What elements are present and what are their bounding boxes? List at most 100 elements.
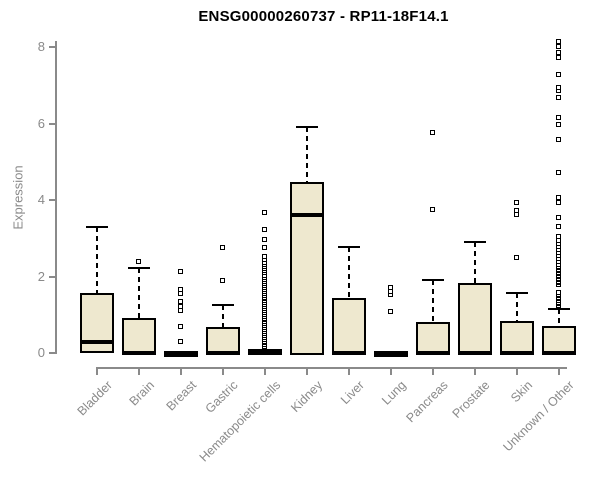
x-tick: [306, 369, 308, 375]
outlier-point: [556, 44, 561, 49]
y-tick: [49, 352, 55, 354]
x-tick: [180, 369, 182, 375]
whisker: [474, 241, 476, 285]
y-tick-label: 4: [37, 192, 45, 207]
x-tick: [138, 369, 140, 375]
y-tick: [49, 199, 55, 201]
outlier-point: [262, 253, 267, 259]
x-tick-label: Skin: [507, 378, 535, 406]
whisker-cap: [464, 240, 486, 243]
x-tick-label: Brain: [126, 378, 157, 409]
x-tick: [432, 369, 434, 375]
outlier-point: [220, 278, 225, 284]
x-tick: [264, 369, 266, 375]
outlier-point: [178, 338, 183, 344]
outlier-point: [430, 206, 435, 212]
outlier-point: [178, 304, 183, 310]
whisker: [432, 279, 434, 324]
median-line: [80, 339, 114, 344]
whisker-cap: [128, 267, 150, 270]
x-tick-label: Gastric: [203, 378, 241, 416]
outlier-point: [388, 308, 393, 314]
box: [332, 298, 366, 355]
outlier-point: [556, 136, 561, 142]
outlier-point: [220, 245, 225, 251]
median-line: [416, 351, 450, 355]
x-tick: [558, 369, 560, 375]
y-tick-label: 0: [37, 345, 45, 360]
y-axis-line: [55, 41, 57, 354]
whisker-cap: [422, 278, 444, 281]
outlier-point: [262, 236, 267, 242]
y-tick-label: 2: [37, 268, 45, 284]
box: [122, 317, 156, 355]
y-tick-label: 8: [37, 39, 45, 54]
outlier-point: [556, 223, 561, 229]
outlier-point: [556, 200, 561, 206]
y-tick: [49, 122, 55, 125]
outlier-point: [178, 286, 183, 292]
median-line: [332, 351, 366, 355]
outlier-point: [556, 84, 561, 90]
whisker: [516, 293, 518, 323]
x-tick: [474, 369, 476, 375]
outlier-point: [556, 94, 561, 100]
x-tick-label: Breast: [163, 378, 199, 414]
median-line: [542, 351, 576, 355]
outlier-point: [556, 234, 561, 240]
median-line: [458, 351, 492, 355]
x-tick-label: Prostate: [450, 378, 493, 421]
x-tick-label: Kidney: [287, 378, 325, 415]
median-line: [206, 351, 240, 355]
x-tick: [348, 369, 350, 375]
outlier-point: [556, 195, 561, 201]
whisker-cap: [296, 126, 318, 129]
outlier-point: [178, 323, 183, 329]
outlier-point: [556, 170, 561, 176]
outlier-point: [556, 55, 561, 61]
whisker: [222, 305, 224, 329]
outlier-point: [556, 39, 561, 45]
median-line: [374, 351, 408, 355]
outlier-point: [262, 245, 267, 251]
median-line: [122, 351, 156, 355]
outlier-point: [430, 130, 435, 136]
outlier-point: [514, 200, 519, 206]
box: [458, 283, 492, 355]
outlier-point: [556, 71, 561, 77]
outlier-point: [388, 285, 393, 291]
y-tick: [49, 275, 55, 278]
whisker: [96, 226, 98, 294]
whisker: [348, 246, 350, 300]
box: [500, 321, 534, 355]
x-tick-label: Hematopoietic cells: [196, 378, 283, 465]
x-tick-label: Pancreas: [403, 378, 451, 426]
whisker: [138, 268, 140, 319]
outlier-point: [556, 49, 561, 55]
whisker-cap: [506, 292, 528, 295]
outlier-point: [262, 226, 267, 232]
median-line: [290, 213, 324, 218]
box: [290, 181, 324, 355]
outlier-point: [556, 215, 561, 221]
median-line: [248, 351, 282, 355]
y-tick: [49, 46, 55, 48]
whisker-cap: [86, 225, 108, 228]
outlier-point: [514, 207, 519, 213]
outlier-point: [556, 115, 561, 121]
whisker: [558, 309, 560, 327]
x-tick-label: Lung: [379, 378, 409, 408]
x-tick: [390, 369, 392, 375]
x-tick-label: Liver: [337, 378, 367, 408]
whisker-cap: [338, 245, 360, 248]
outlier-point: [556, 290, 561, 296]
x-tick: [516, 369, 518, 375]
x-axis-line: [96, 367, 567, 369]
median-line: [500, 351, 534, 355]
x-tick-label: Bladder: [74, 378, 115, 419]
box: [206, 327, 240, 355]
outlier-point: [136, 258, 141, 264]
box: [80, 292, 114, 354]
outlier-point: [178, 298, 183, 304]
outlier-point: [556, 121, 561, 127]
